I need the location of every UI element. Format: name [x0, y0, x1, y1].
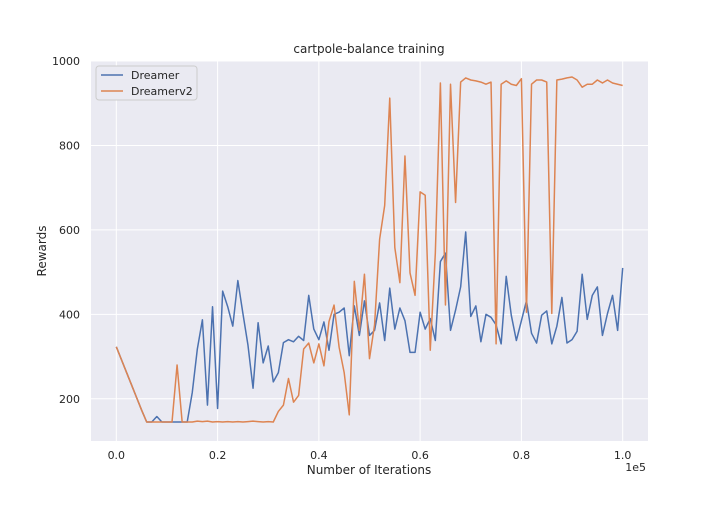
- x-tick-label: 0.6: [411, 449, 429, 462]
- y-axis-label: Rewards: [35, 226, 49, 277]
- y-axis-ticks: 200 400 600 800 1000: [52, 55, 80, 406]
- x-tick-label: 0.8: [513, 449, 531, 462]
- y-tick-label: 400: [59, 308, 80, 321]
- y-tick-label: 800: [59, 139, 80, 152]
- x-tick-label: 0.2: [209, 449, 227, 462]
- chart-title: cartpole-balance training: [293, 42, 444, 56]
- legend: Dreamer Dreamerv2: [95, 65, 198, 101]
- y-tick-label: 600: [59, 224, 80, 237]
- series-lines: [115, 76, 624, 423]
- x-tick-label: 0.4: [310, 449, 328, 462]
- x-tick-label: 0.0: [108, 449, 126, 462]
- plot-background: [91, 61, 648, 441]
- y-tick-label: 1000: [52, 55, 80, 68]
- legend-label-dreamer: Dreamer: [131, 69, 180, 82]
- x-tick-label: 1.0: [614, 449, 632, 462]
- x-axis-offset-label: 1e5: [625, 461, 646, 474]
- y-tick-label: 200: [59, 393, 80, 406]
- series-line-dreamerv2: [115, 76, 623, 423]
- series-line-dreamer: [115, 231, 624, 423]
- x-axis-label: Number of Iterations: [307, 463, 432, 477]
- legend-label-dreamerv2: Dreamerv2: [131, 85, 193, 98]
- x-axis-ticks: 0.0 0.2 0.4 0.6 0.8 1.0: [108, 449, 632, 462]
